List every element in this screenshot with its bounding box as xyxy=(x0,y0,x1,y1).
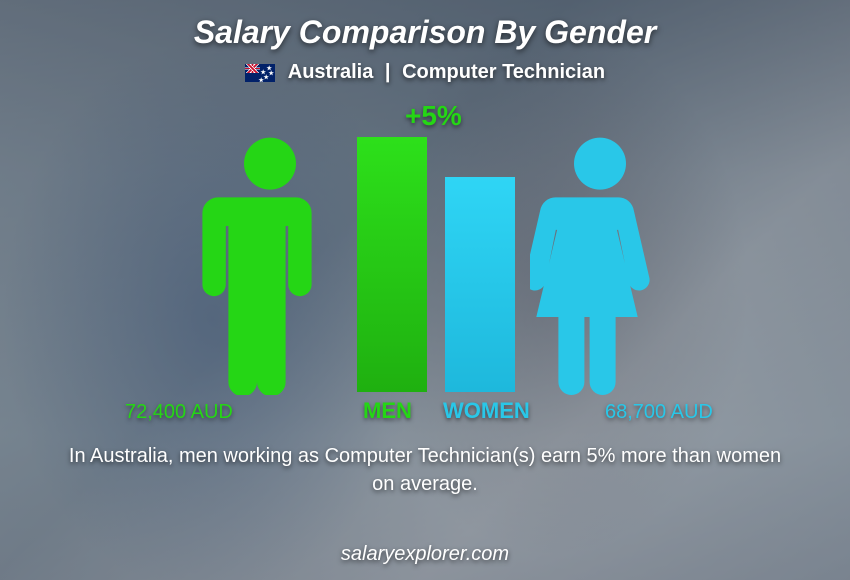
women-salary-value: 68,700 AUD xyxy=(605,401,713,424)
salary-chart: +5% 72,400 AUD MEN WOMEN 68,700 AUD xyxy=(105,100,745,430)
separator: | xyxy=(379,61,397,83)
men-salary-bar xyxy=(357,137,427,392)
female-icon xyxy=(530,135,670,395)
australia-flag-icon xyxy=(245,64,275,82)
page-title: Salary Comparison By Gender xyxy=(0,0,850,51)
male-icon xyxy=(200,135,340,395)
subtitle-row: Australia | Computer Technician xyxy=(0,61,850,84)
men-salary-value: 72,400 AUD xyxy=(125,401,233,424)
country-label: Australia xyxy=(288,61,374,83)
men-label: MEN xyxy=(363,398,412,424)
caption-text: In Australia, men working as Computer Te… xyxy=(0,442,850,498)
difference-badge: +5% xyxy=(405,100,462,132)
infographic-content: Salary Comparison By Gender Australia | … xyxy=(0,0,850,580)
women-salary-bar xyxy=(445,177,515,392)
source-footer: salaryexplorer.com xyxy=(0,543,850,566)
job-title-label: Computer Technician xyxy=(402,61,605,83)
women-label: WOMEN xyxy=(443,398,530,424)
